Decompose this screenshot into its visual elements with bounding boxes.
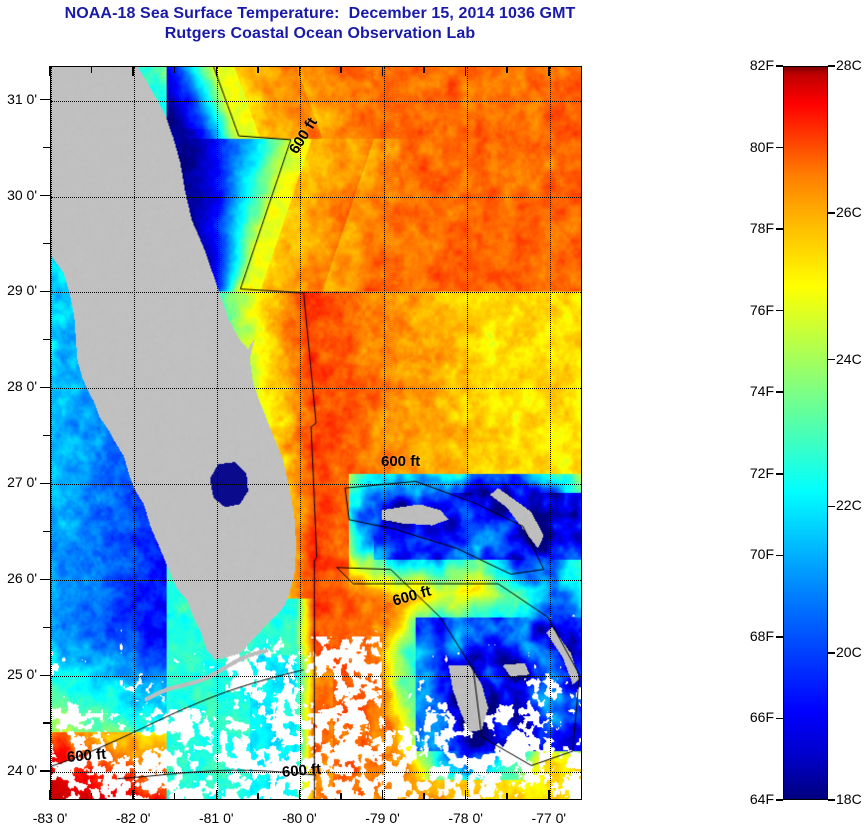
- contour-label-600ft: 600 ft: [381, 453, 421, 470]
- colorbar-tick-fahrenheit: [776, 554, 783, 557]
- axis-tick-y-minor: [43, 434, 50, 437]
- colorbar-label-celsius: 22C: [836, 497, 862, 514]
- colorbar-label-fahrenheit: 64F: [749, 791, 774, 807]
- colorbar-label-fahrenheit: 80F: [749, 138, 774, 155]
- axis-tick-y-major: [40, 482, 50, 485]
- colorbar-tick-celsius: [828, 799, 835, 801]
- axis-tick-x-top-minor: [173, 66, 176, 73]
- x-axis-tick-label: -78 0': [448, 810, 483, 826]
- colorbar-label-fahrenheit: 78F: [749, 220, 774, 237]
- colorbar-tick-fahrenheit: [776, 391, 783, 393]
- axis-tick-y-major: [40, 194, 50, 197]
- chart-title-block: NOAA-18 Sea Surface Temperature: Decembe…: [0, 0, 640, 44]
- axis-tick-y-minor: [43, 242, 50, 245]
- y-axis-tick-label: 31 0': [7, 90, 37, 107]
- axis-tick-x-bottom-minor: [423, 793, 425, 800]
- axis-tick-x-bottom-major: [298, 790, 301, 800]
- colorbar-tick-fahrenheit: [776, 146, 783, 149]
- axis-tick-y-major: [40, 578, 50, 581]
- colorbar-tick-celsius: [828, 65, 835, 67]
- colorbar-label-fahrenheit: 72F: [749, 464, 774, 481]
- sst-map-plot[interactable]: 600 ft 600 ft 600 ft 600 ft 600 ft: [50, 66, 582, 800]
- y-axis-tick-label: 28 0': [7, 378, 37, 395]
- x-axis-tick-label: -80 0': [282, 810, 317, 826]
- colorbar-tick-fahrenheit: [776, 717, 783, 720]
- colorbar-gradient: [783, 66, 828, 800]
- axis-tick-x-bottom-minor: [90, 793, 93, 800]
- axis-tick-x-top-minor: [423, 66, 425, 73]
- axis-tick-x-top-minor: [257, 66, 259, 73]
- y-axis-tick-label: 29 0': [7, 282, 37, 299]
- axis-tick-y-major: [40, 770, 50, 772]
- colorbar-tick-fahrenheit: [776, 473, 783, 475]
- axis-tick-x-bottom-major: [49, 790, 51, 800]
- y-axis-tick-label: 24 0': [7, 762, 37, 779]
- page-subtitle: Rutgers Coastal Ocean Observation Lab: [164, 25, 476, 42]
- colorbar-label-celsius: 20C: [836, 644, 862, 661]
- axis-tick-x-top-minor: [90, 66, 93, 73]
- axis-tick-x-bottom-major: [381, 790, 384, 800]
- colorbar-tick-fahrenheit: [776, 799, 783, 801]
- axis-tick-y-major: [40, 98, 50, 101]
- axis-tick-y-minor: [43, 530, 50, 533]
- colorbar-label-fahrenheit: 74F: [749, 383, 774, 400]
- axis-tick-x-bottom-major: [132, 790, 134, 800]
- colorbar-label-fahrenheit: 70F: [749, 546, 774, 563]
- y-axis-tick-label: 26 0': [7, 570, 37, 587]
- x-axis-tick-label: -82 0': [115, 810, 151, 826]
- axis-tick-y-minor: [43, 722, 50, 724]
- axis-tick-x-bottom-major: [548, 790, 550, 800]
- axis-tick-x-top-major: [132, 66, 134, 76]
- colorbar-tick-fahrenheit: [776, 309, 783, 312]
- axis-tick-x-top-major: [381, 66, 384, 76]
- sst-raster: [51, 67, 581, 799]
- x-axis-tick-label: -77 0': [531, 810, 567, 826]
- axis-tick-y-major: [40, 386, 50, 389]
- axis-tick-y-minor: [43, 146, 50, 149]
- y-axis-tick-label: 30 0': [7, 186, 37, 203]
- axis-tick-y-minor: [43, 626, 50, 629]
- colorbar-tick-celsius: [828, 212, 835, 214]
- axis-tick-x-bottom-major: [464, 790, 467, 800]
- colorbar-label-celsius: 24C: [836, 350, 862, 367]
- axis-tick-x-bottom-minor: [173, 793, 176, 800]
- y-axis-tick-label: 25 0': [7, 666, 37, 683]
- colorbar-tick-celsius: [828, 358, 835, 361]
- colorbar-label-fahrenheit: 68F: [749, 627, 774, 644]
- colorbar-label-fahrenheit: 82F: [749, 57, 774, 73]
- x-axis-tick-label: -81 0': [198, 810, 234, 826]
- colorbar-tick-celsius: [828, 505, 835, 508]
- axis-tick-x-top-major: [464, 66, 467, 76]
- axis-tick-y-minor: [43, 338, 50, 341]
- colorbar-label-celsius: 26C: [836, 203, 862, 220]
- contour-label-600ft: 600 ft: [66, 745, 107, 766]
- axis-tick-x-top-major: [548, 66, 550, 76]
- colorbar-label-celsius: 28C: [836, 57, 862, 73]
- axis-tick-x-top-minor: [506, 66, 508, 73]
- colorbar-label-celsius: 18C: [836, 791, 862, 807]
- axis-tick-y-major: [40, 290, 50, 293]
- axis-tick-x-top-major: [215, 66, 217, 76]
- axis-tick-x-top-major: [49, 66, 51, 76]
- colorbar-tick-fahrenheit: [776, 228, 783, 230]
- axis-tick-x-bottom-major: [215, 790, 217, 800]
- axis-tick-x-bottom-minor: [257, 793, 259, 800]
- colorbar-label-fahrenheit: 66F: [749, 709, 774, 726]
- axis-tick-x-bottom-minor: [340, 793, 342, 800]
- temperature-colorbar[interactable]: [783, 66, 828, 800]
- y-axis-tick-label: 27 0': [7, 474, 37, 491]
- page-title: NOAA-18 Sea Surface Temperature: Decembe…: [64, 5, 576, 22]
- axis-tick-x-top-minor: [340, 66, 342, 73]
- x-axis-tick-label: -83 0': [32, 810, 68, 826]
- contour-label-600ft: 600 ft: [281, 760, 322, 781]
- colorbar-label-fahrenheit: 76F: [749, 301, 774, 318]
- axis-tick-x-top-major: [298, 66, 301, 76]
- x-axis-tick-label: -79 0': [365, 810, 400, 826]
- colorbar-tick-fahrenheit: [776, 65, 783, 67]
- colorbar-tick-fahrenheit: [776, 636, 783, 638]
- colorbar-tick-celsius: [828, 652, 835, 654]
- axis-tick-x-bottom-minor: [506, 793, 508, 800]
- axis-tick-y-major: [40, 674, 50, 677]
